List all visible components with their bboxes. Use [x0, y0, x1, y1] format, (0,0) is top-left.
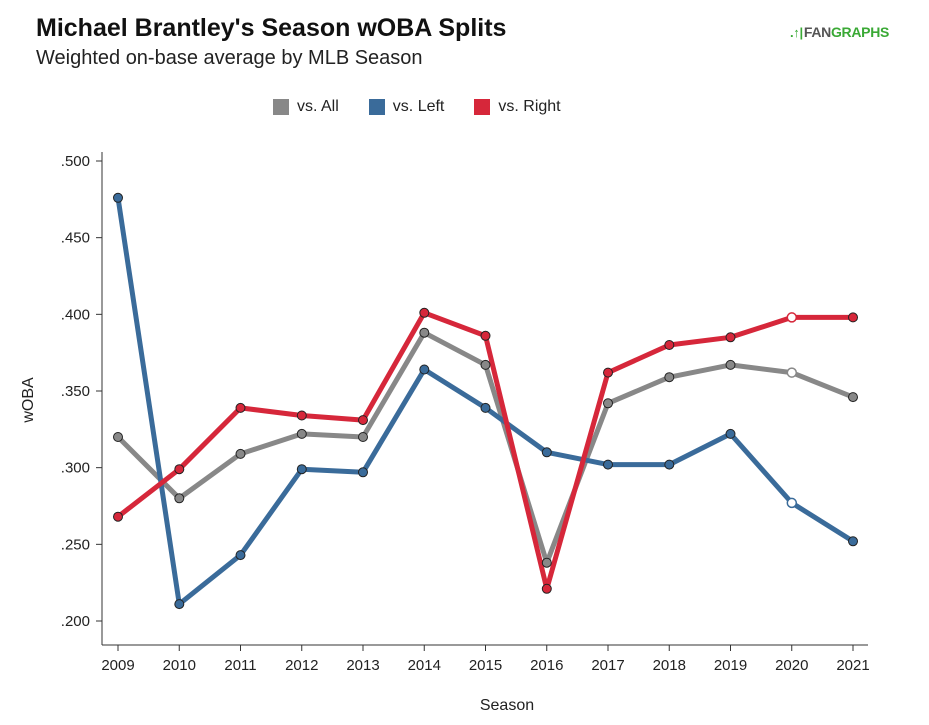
x-tick-label: 2012: [285, 657, 318, 674]
y-tick-label: .250: [61, 536, 90, 553]
data-point-vs-right[interactable]: [296, 410, 307, 421]
data-point-vs-all[interactable]: [541, 557, 552, 568]
data-point-vs-right[interactable]: [848, 312, 858, 323]
chart-subtitle: Weighted on-base average by MLB Season: [36, 47, 423, 69]
y-tick-label: .300: [61, 460, 90, 477]
legend-label-vs-all: vs. All: [297, 98, 339, 115]
data-point-vs-left[interactable]: [848, 536, 858, 547]
legend-swatch-vs-left: [368, 99, 385, 115]
y-tick-label: .500: [61, 153, 90, 170]
x-tick-label: 2015: [469, 657, 502, 674]
data-point-vs-right[interactable]: [603, 367, 613, 378]
legend-item-vs-right[interactable]: vs. Right: [474, 98, 561, 116]
data-point-vs-right[interactable]: [541, 583, 552, 594]
data-point-vs-left[interactable]: [786, 497, 798, 509]
x-tick-label: 2019: [714, 657, 747, 674]
data-point-vs-left[interactable]: [541, 447, 552, 458]
y-tick-label: .350: [61, 383, 90, 400]
data-point-vs-right[interactable]: [358, 415, 368, 426]
data-point-vs-left[interactable]: [235, 550, 246, 561]
data-point-vs-right[interactable]: [113, 511, 123, 522]
x-axis-title: Season: [480, 697, 534, 714]
data-point-vs-all[interactable]: [848, 392, 858, 403]
x-tick-label: 2016: [530, 657, 563, 674]
legend-swatch-vs-right: [474, 99, 491, 115]
x-tick-label: 2014: [408, 657, 441, 674]
logo-mark-icon: .↑|: [790, 24, 803, 40]
data-point-vs-all[interactable]: [786, 367, 798, 378]
chart-legend: vs. All vs. Left vs. Right: [273, 98, 591, 116]
chart-title: Michael Brantley's Season wOBA Splits: [36, 14, 507, 42]
legend-swatch-vs-all: [273, 99, 289, 115]
series-line-vs-left: [115, 195, 856, 607]
data-point-vs-right[interactable]: [725, 332, 736, 343]
data-point-vs-left[interactable]: [664, 459, 675, 470]
logo-text-graphs: GRAPHS: [830, 24, 890, 40]
logo-text-fan: FAN: [803, 24, 831, 40]
x-tick-label: 2020: [775, 657, 808, 674]
x-tick-label: 2013: [346, 657, 379, 674]
x-tick-label: 2009: [101, 657, 134, 674]
data-point-vs-left[interactable]: [174, 599, 185, 610]
data-point-vs-right[interactable]: [174, 464, 185, 475]
data-point-vs-all[interactable]: [725, 359, 736, 370]
x-tick-label: 2021: [836, 657, 869, 674]
data-point-vs-all[interactable]: [174, 493, 185, 504]
data-point-vs-right[interactable]: [786, 312, 798, 323]
data-point-vs-left[interactable]: [480, 402, 491, 413]
legend-label-vs-right: vs. Right: [498, 98, 561, 115]
series-points: [113, 192, 858, 610]
data-point-vs-left[interactable]: [419, 364, 430, 375]
series-lines: [115, 195, 856, 607]
y-axis-title: wOBA: [20, 377, 37, 424]
y-tick-label: .200: [61, 613, 90, 630]
data-point-vs-all[interactable]: [664, 372, 675, 383]
data-point-vs-all[interactable]: [419, 327, 430, 338]
data-point-vs-right[interactable]: [480, 330, 491, 341]
x-tick-label: 2018: [653, 657, 686, 674]
legend-item-vs-all[interactable]: vs. All: [273, 98, 339, 116]
data-point-vs-left[interactable]: [296, 464, 307, 475]
data-point-vs-all[interactable]: [603, 398, 613, 409]
y-tick-label: .400: [61, 306, 90, 323]
data-point-vs-all[interactable]: [113, 432, 123, 442]
x-tick-label: 2017: [591, 657, 624, 674]
data-point-vs-left[interactable]: [603, 459, 613, 470]
data-point-vs-all[interactable]: [235, 448, 246, 459]
data-point-vs-right[interactable]: [664, 340, 675, 350]
x-tick-label: 2010: [163, 657, 196, 674]
data-point-vs-all[interactable]: [480, 359, 491, 370]
y-tick-label: .450: [61, 230, 90, 247]
data-point-vs-all[interactable]: [296, 428, 307, 439]
data-point-vs-all[interactable]: [358, 432, 368, 442]
x-tick-label: 2011: [224, 657, 256, 674]
data-point-vs-left[interactable]: [113, 192, 123, 203]
data-point-vs-left[interactable]: [358, 467, 368, 478]
data-point-vs-right[interactable]: [419, 307, 430, 318]
legend-item-vs-left[interactable]: vs. Left: [368, 98, 445, 116]
chart-axes: .200 .250 .300 .350 .400 .450 .500 2009 2010 2011…: [61, 152, 870, 674]
fangraphs-logo[interactable]: .↑| FAN GRAPHS: [790, 24, 889, 40]
data-point-vs-left[interactable]: [725, 428, 736, 439]
legend-label-vs-left: vs. Left: [392, 98, 445, 115]
data-point-vs-right[interactable]: [235, 402, 246, 413]
